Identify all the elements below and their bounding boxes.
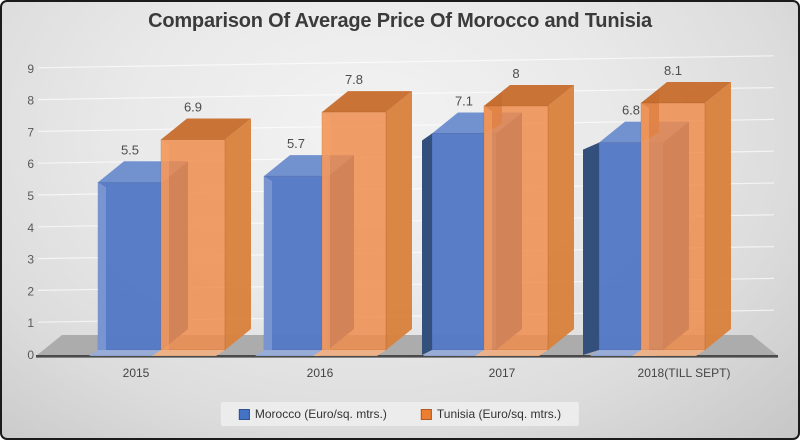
legend-item-morocco: Morocco (Euro/sq. mtrs.) — [238, 407, 387, 421]
bar-tunisia-top-bar-group-2016 — [322, 91, 412, 113]
bar-tunisia-bevel-bar-group-2016 — [322, 112, 330, 350]
y-axis-tick: 0 — [27, 348, 34, 362]
morocco-legend-swatch-icon — [238, 408, 250, 420]
legend: Morocco (Euro/sq. mtrs.) Tunisia (Euro/s… — [220, 402, 580, 426]
data-label-tunisia-bar-group-2017: 8 — [512, 66, 519, 81]
bar-tunisia-bevel-bar-group-2018tillsept — [641, 102, 649, 350]
bar-tunisia-bar-group-2018tillsept — [640, 102, 706, 351]
bar-tunisia-foot-bar-group-2017 — [475, 350, 548, 356]
plot-area: 0 1 2 3 4 5 6 7 8 9 5.5 6.9 2015 5.7 7.8 2016 7.1 8 2017 6.… — [27, 55, 778, 380]
x-axis-label-bar-group-2017: 2017 — [489, 366, 516, 380]
bar-tunisia-top-bar-group-2017 — [484, 85, 574, 106]
data-label-morocco-bar-group-2016: 5.7 — [287, 136, 305, 151]
data-label-tunisia-bar-group-2016: 7.8 — [345, 72, 363, 87]
data-label-morocco-bar-group-2017: 7.1 — [455, 93, 473, 108]
x-axis-line — [36, 355, 778, 358]
y-axis-tick: 9 — [27, 62, 34, 76]
data-label-morocco-bar-group-2015: 5.5 — [121, 142, 139, 157]
bar-morocco-bevel-bar-group-2018tillsept — [583, 142, 599, 355]
y-axis-tick: 6 — [27, 157, 34, 171]
bar-tunisia-bar-group-2017 — [483, 105, 549, 351]
x-axis-label-bar-group-2015: 2015 — [123, 366, 150, 380]
data-label-tunisia-bar-group-2015: 6.9 — [184, 100, 202, 115]
x-axis-label-bar-group-2018tillsept: 2018(TILL SEPT) — [638, 366, 731, 380]
bar-tunisia-foot-bar-group-2015 — [152, 350, 225, 356]
bar-tunisia-bevel-bar-group-2017 — [484, 106, 492, 350]
y-axis-tick: 2 — [27, 284, 34, 298]
y-axis-tick: 8 — [27, 94, 34, 108]
bar-tunisia-foot-bar-group-2018tillsept — [632, 350, 705, 356]
bar-tunisia-side-bar-group-2018tillsept — [705, 81, 731, 350]
legend-item-tunisia: Tunisia (Euro/sq. mtrs.) — [420, 407, 562, 421]
bar-tunisia-side-bar-group-2017 — [548, 85, 574, 350]
bar-tunisia-bar-group-2016 — [321, 111, 387, 351]
data-label-morocco-bar-group-2018tillsept: 6.8 — [622, 103, 640, 118]
bar-tunisia-foot-bar-group-2016 — [313, 350, 386, 356]
x-axis-label-bar-group-2016: 2016 — [307, 366, 334, 380]
y-axis-tick: 3 — [27, 253, 34, 267]
bar-morocco-bar-group-2016 — [263, 175, 329, 351]
data-label-tunisia-bar-group-2018tillsept: 8.1 — [664, 63, 682, 78]
y-axis-tick: 5 — [27, 189, 34, 203]
bar-morocco-foot-bar-group-2016 — [255, 350, 328, 356]
bar-tunisia-side-bar-group-2015 — [225, 118, 251, 350]
bar-morocco-bar-group-2015 — [97, 181, 163, 351]
tunisia-legend-swatch-icon — [420, 408, 432, 420]
bar-morocco-bevel-bar-group-2015 — [98, 182, 106, 350]
bar-morocco-bevel-bar-group-2017 — [422, 133, 432, 355]
chart-title: Comparison Of Average Price Of Morocco a… — [148, 10, 652, 32]
bar-tunisia-bevel-bar-group-2015 — [161, 139, 169, 350]
bar-tunisia-side-bar-group-2016 — [386, 91, 412, 350]
bar-tunisia-bar-group-2015 — [160, 139, 226, 351]
bar-tunisia-top-bar-group-2015 — [161, 118, 251, 140]
gridline — [37, 55, 775, 69]
y-axis-tick: 4 — [27, 221, 34, 235]
bar-tunisia-top-bar-group-2018tillsept — [641, 81, 731, 103]
bar-morocco-foot-bar-group-2015 — [89, 350, 162, 356]
y-axis-tick: 1 — [27, 316, 34, 330]
legend-label-morocco: Morocco (Euro/sq. mtrs.) — [254, 407, 387, 421]
legend-label-tunisia: Tunisia (Euro/sq. mtrs.) — [436, 407, 562, 421]
bar-morocco-bevel-bar-group-2016 — [264, 176, 272, 350]
y-axis-tick: 7 — [27, 125, 34, 139]
